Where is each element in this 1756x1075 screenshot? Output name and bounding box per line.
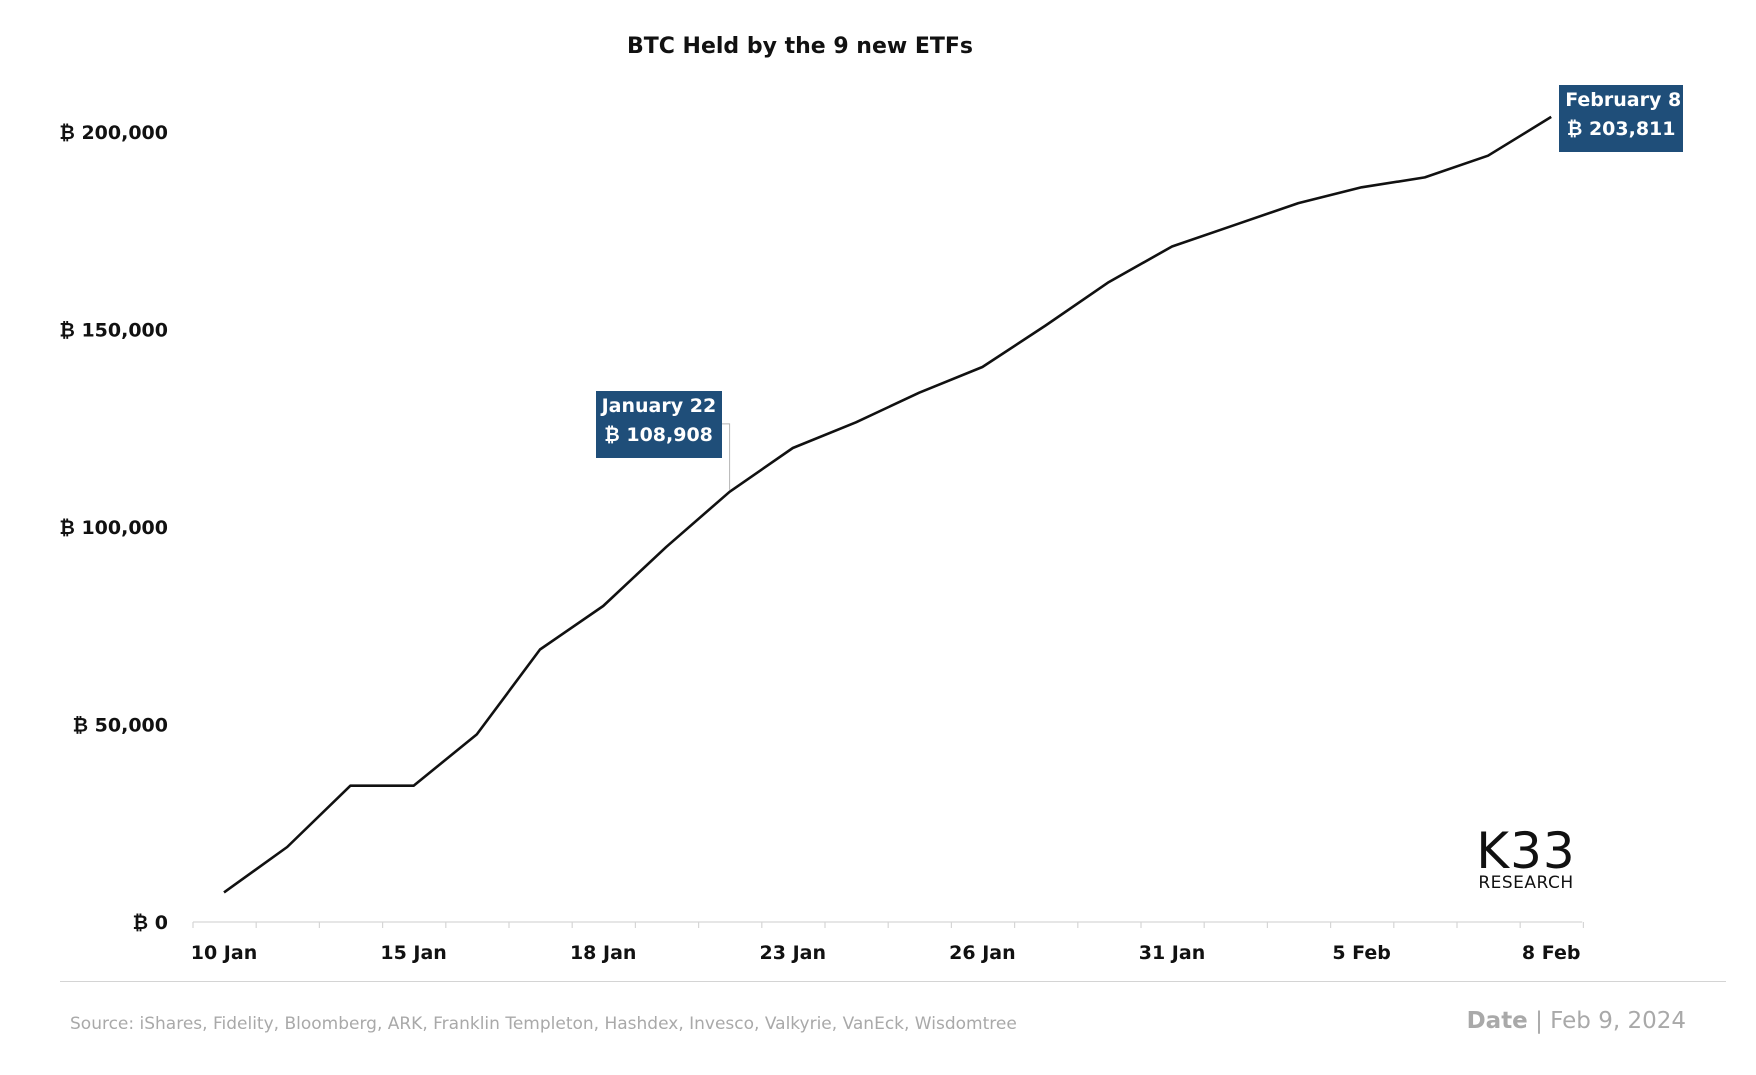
logo-subtitle: RESEARCH [1478, 873, 1574, 893]
k33-research-logo: K33 RESEARCH [1456, 822, 1596, 893]
date-label: Date [1466, 1008, 1528, 1034]
footer-divider [60, 981, 1726, 982]
date-stamp: Date | Feb 9, 2024 [1467, 1008, 1686, 1034]
x-tick-label: 5 Feb [1332, 942, 1391, 964]
x-tick-label: 31 Jan [1139, 942, 1205, 964]
callout-leader-line [721, 423, 731, 490]
callout-value: ₿ 203,811 [1566, 117, 1676, 140]
y-tick-label: ₿ 100,000 [59, 517, 168, 539]
y-tick-label: ₿ 50,000 [73, 715, 168, 737]
series-line [223, 115, 1552, 894]
y-tick-label: ₿ 0 [133, 912, 168, 934]
plot-area [223, 115, 1552, 894]
x-tick-label: 26 Jan [949, 942, 1015, 964]
callout-date: January 22 [601, 394, 717, 417]
callout-date: February 8 [1565, 88, 1682, 111]
data-callout: January 22 ₿ 108,908 [595, 390, 722, 458]
date-value: Feb 9, 2024 [1550, 1008, 1686, 1034]
x-axis: 10 Jan 15 Jan 18 Jan 23 Jan 26 Jan 31 Jan 5 Fe… [191, 921, 1585, 964]
date-separator: | [1527, 1008, 1551, 1034]
x-tick-label: 10 Jan [191, 942, 257, 964]
x-tick-label: 18 Jan [570, 942, 636, 964]
source-note: Source: iShares, Fidelity, Bloomberg, AR… [70, 1014, 1017, 1034]
data-callout: February 8 ₿ 203,811 [1559, 84, 1684, 152]
x-tick-label: 8 Feb [1522, 942, 1581, 964]
logo-wordmark: K33 [1476, 822, 1576, 880]
callout-value: ₿ 108,908 [604, 423, 713, 446]
x-tick-label: 23 Jan [760, 942, 826, 964]
y-axis: ₿ 0 ₿ 50,000 ₿ 100,000 ₿ 150,000 ₿ 200,000 [59, 122, 168, 934]
y-tick-label: ₿ 150,000 [59, 320, 168, 342]
y-tick-label: ₿ 200,000 [59, 122, 168, 144]
chart-title: BTC Held by the 9 new ETFs [626, 34, 974, 59]
x-tick-label: 15 Jan [380, 942, 446, 964]
